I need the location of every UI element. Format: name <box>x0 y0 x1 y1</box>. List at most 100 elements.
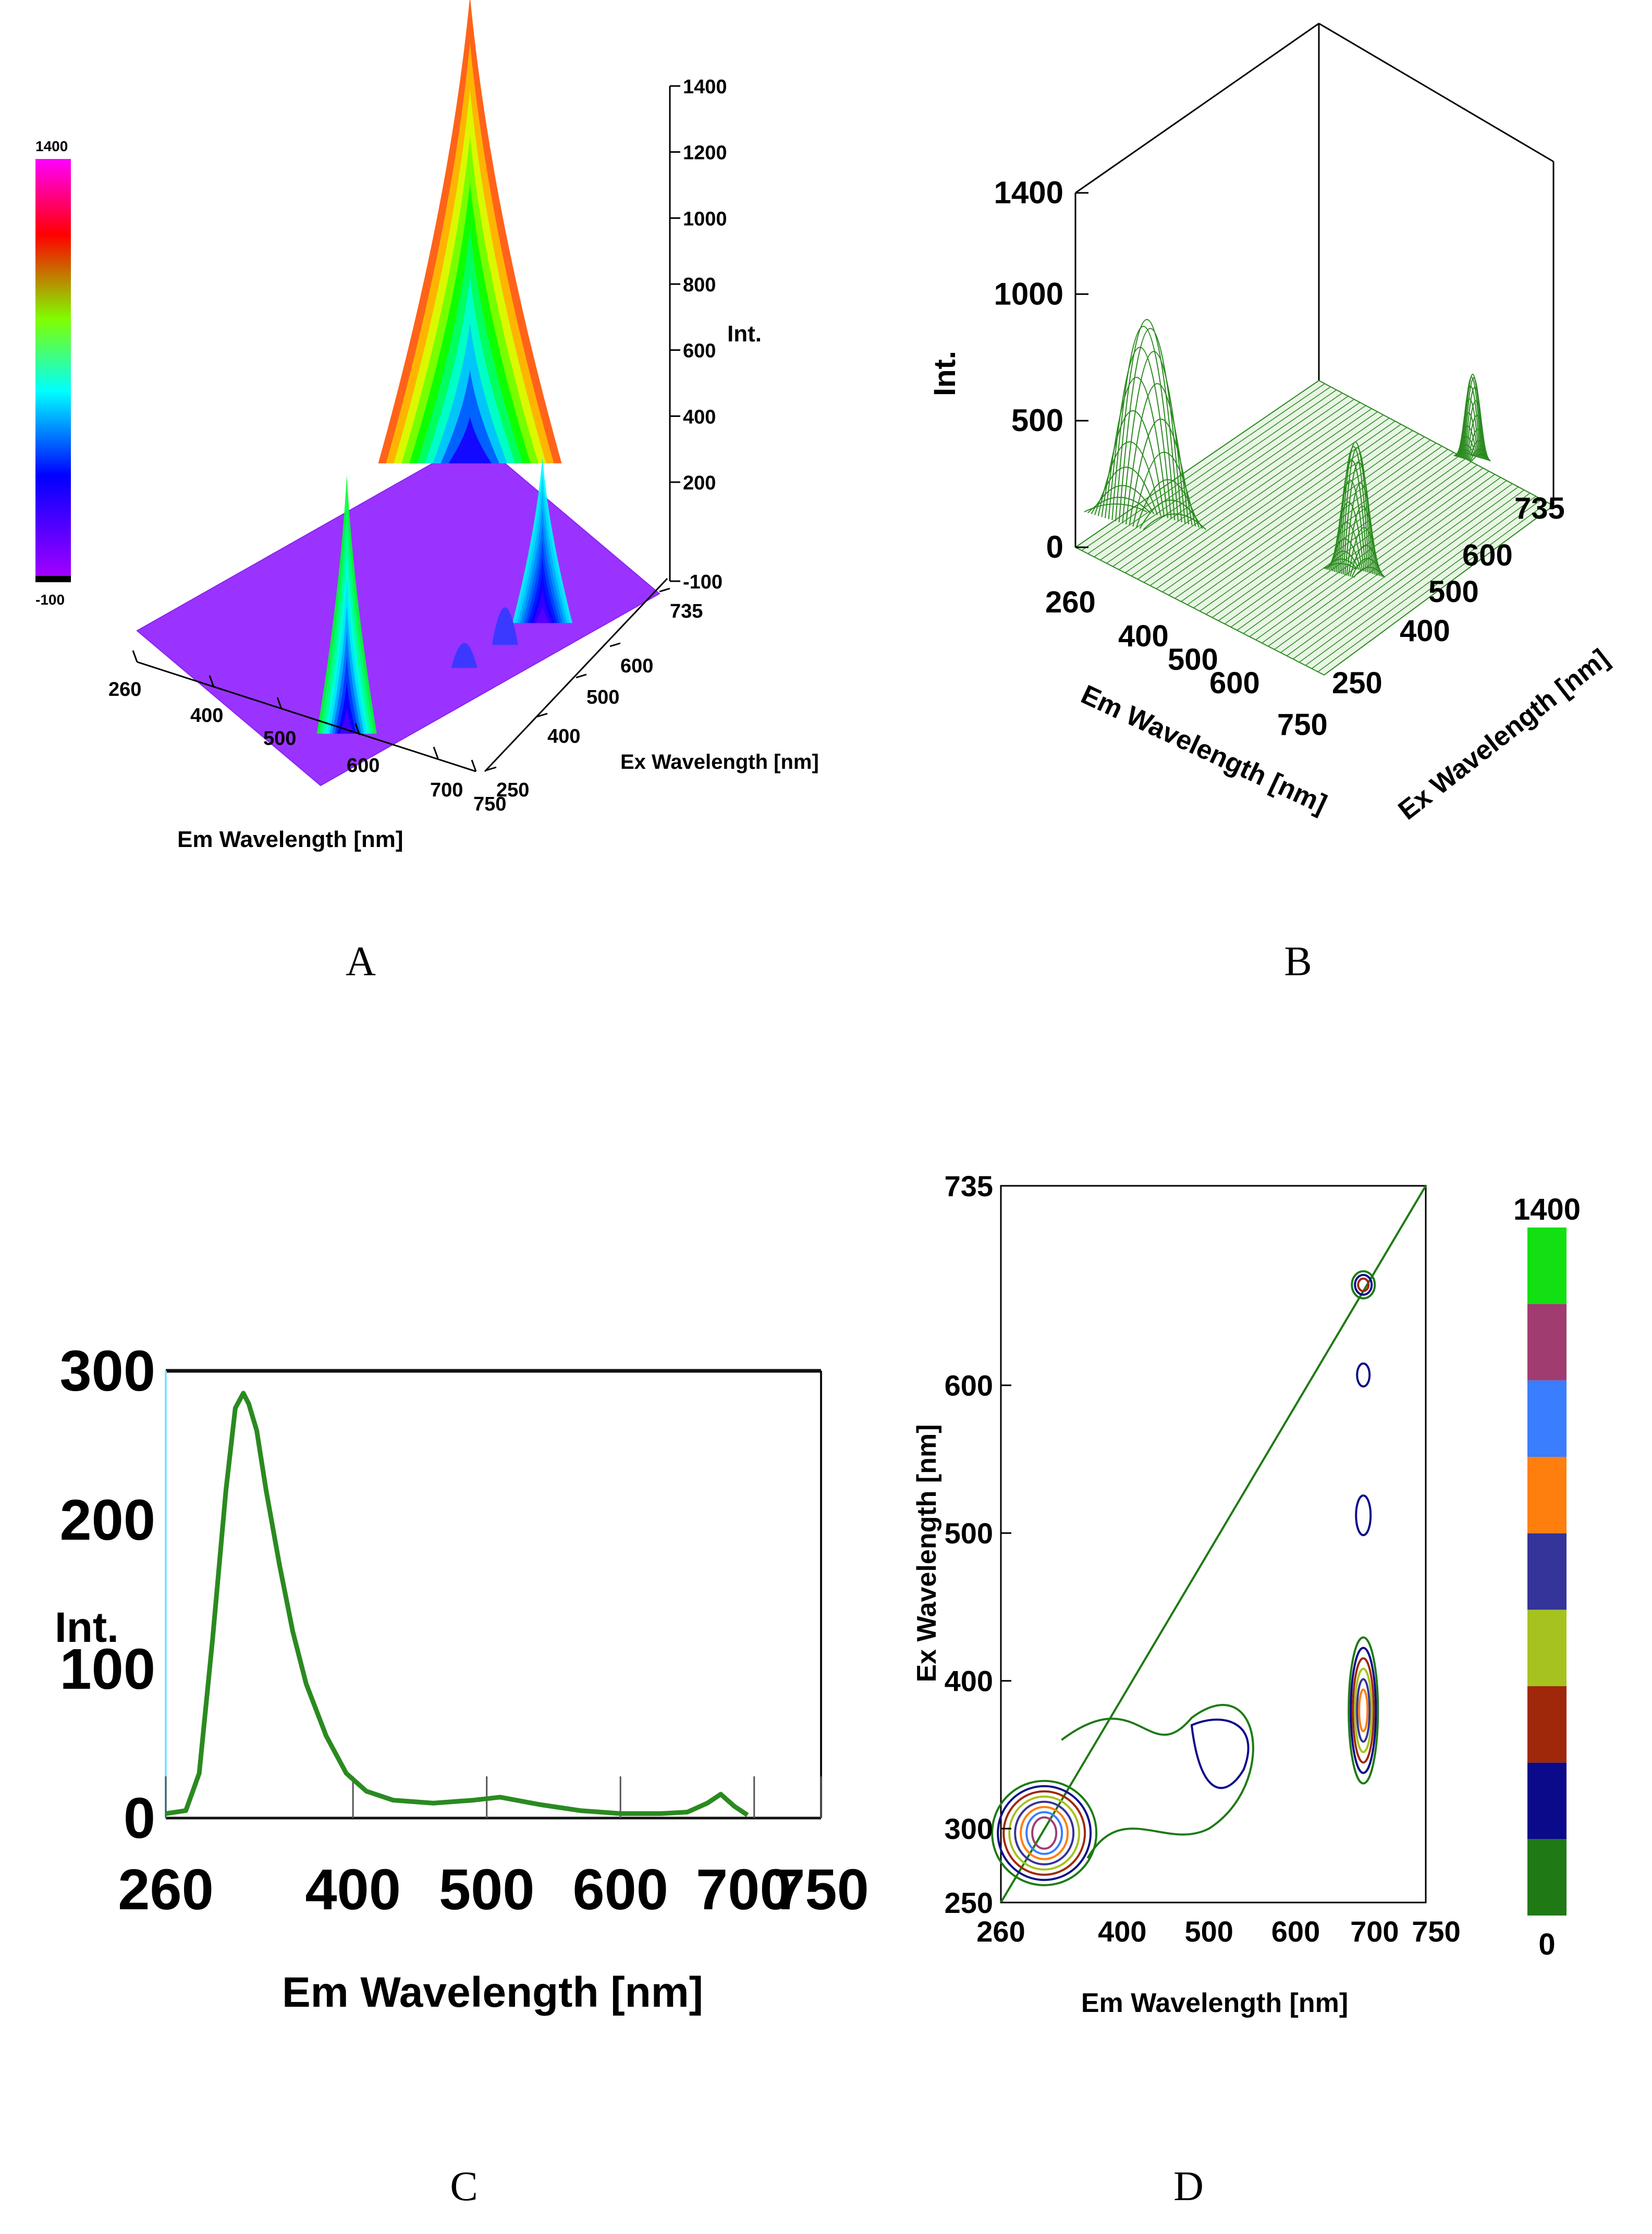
em-tick-label-b-3: 600 <box>1209 666 1260 700</box>
ex-axis-title-a: Ex Wavelength [nm] <box>620 751 819 774</box>
panel-label-a: A <box>346 939 376 985</box>
z-tick-label-a-4: 800 <box>683 274 716 296</box>
ex-tick-a-1 <box>536 713 548 718</box>
box-b-back-top <box>1075 22 1319 194</box>
y-axis-title-c: Int. <box>55 1604 119 1651</box>
contour-right-low-d-5 <box>1358 1688 1369 1733</box>
ex-axis-title-b: Ex Wavelength [nm] <box>1393 643 1615 826</box>
em-tick-label-a-3: 600 <box>347 755 380 777</box>
contour-main-d-1 <box>997 1785 1092 1881</box>
panel-d: 260 400 500 600 700 750 250 300 400 500 600 735 Em W… <box>886 1147 1652 2085</box>
peak-b-main-line-9 <box>1115 319 1179 522</box>
floor-b-grid-6 <box>1112 399 1354 567</box>
colorbar-d-seg-8 <box>1527 1228 1567 1304</box>
em-tick-label-a-2: 500 <box>263 728 296 750</box>
x-tick-label-d-5: 750 <box>1412 1915 1460 1948</box>
panel-label-c: C <box>450 2164 478 2210</box>
ex-tick-a-3 <box>609 642 621 647</box>
contour-main-d-0 <box>991 1779 1098 1886</box>
em-tick-label-b-4: 750 <box>1277 708 1328 742</box>
floor-b-grid-9 <box>1131 408 1372 576</box>
floor-b-grid-19 <box>1193 439 1431 608</box>
x-tick-label-d-4: 700 <box>1350 1915 1399 1948</box>
contour-main-d-6 <box>1025 1811 1063 1855</box>
contour-right-low-d-1 <box>1350 1647 1377 1774</box>
ex-axis-a <box>484 578 668 772</box>
peak-b-mid-line-16 <box>1351 558 1384 578</box>
x-tick-label-c-2: 500 <box>439 1858 535 1922</box>
peak-b-right-line-14 <box>1468 428 1488 461</box>
peak-b-main-line-17 <box>1143 513 1207 530</box>
y-tick-label-d-1: 300 <box>945 1812 993 1845</box>
floor-b-grid-29 <box>1255 471 1489 641</box>
floor-b-grid-35 <box>1292 489 1525 659</box>
peak-b-main-line-15 <box>1136 479 1200 528</box>
colorbar-d-seg-5 <box>1527 1457 1567 1533</box>
peak-b-main-line-11 <box>1122 351 1186 524</box>
ex-tick-label-a-3: 600 <box>620 655 653 677</box>
z-tick-label-a-3: 600 <box>683 340 716 362</box>
peak-b-mid-line-5 <box>1332 501 1365 572</box>
y-axis-title-d: Ex Wavelength [nm] <box>912 1424 942 1682</box>
floor-b-grid-23 <box>1218 452 1454 621</box>
floor-b-grid-10 <box>1137 411 1378 580</box>
surface-small-peak-a-1 <box>451 643 478 668</box>
em-tick-a-3 <box>354 723 361 735</box>
floor-b-grid-32 <box>1274 480 1507 650</box>
contour-main-d-4 <box>1014 1800 1075 1865</box>
peak-b-mid-line-17 <box>1353 567 1386 578</box>
y-tick-label-c-3: 300 <box>59 1339 155 1403</box>
peak-b-mid-line-13 <box>1346 506 1379 576</box>
ex-tick-label-a-4: 735 <box>670 600 703 622</box>
y-tick-label-d-3: 500 <box>945 1517 993 1550</box>
peak-b-main-line-12 <box>1125 383 1189 525</box>
ex-tick-label-b-0: 250 <box>1332 666 1382 700</box>
peak-b-mid-line-9 <box>1339 441 1372 574</box>
z-axis-title-b: Int. <box>928 351 962 396</box>
y-tick-label-c-0: 0 <box>124 1786 155 1850</box>
contour-right-top-d-0 <box>1351 1270 1376 1299</box>
peak-b-right-line-15 <box>1469 440 1489 461</box>
floor-b-grid-12 <box>1149 418 1390 586</box>
peak-b-right-line-6 <box>1460 398 1479 458</box>
panel-label-d: D <box>1173 2164 1204 2210</box>
x-tick-label-d-0: 260 <box>976 1915 1025 1948</box>
rayleigh-line-d <box>1000 1185 1427 1904</box>
y-tick-label-d-5: 735 <box>945 1170 993 1202</box>
contour-mid-d <box>1190 1719 1250 1789</box>
floor-b-grid-21 <box>1205 446 1442 615</box>
z-tick-label-b-3: 1400 <box>994 175 1063 210</box>
contour-main-d-2 <box>1002 1790 1086 1876</box>
contour-right-low-d-0 <box>1348 1636 1379 1785</box>
em-axis-title-a: Em Wavelength [nm] <box>177 827 403 852</box>
contour-main-d-7 <box>1031 1816 1058 1850</box>
peak-b-main-line-10 <box>1118 328 1182 523</box>
y-tick-label-d-2: 400 <box>945 1665 993 1698</box>
ex-tick-label-b-3: 600 <box>1462 538 1513 572</box>
x-tick-label-d-1: 400 <box>1098 1915 1146 1948</box>
peak-b-main-line-8 <box>1111 326 1176 521</box>
contour-right-500-d <box>1355 1494 1372 1537</box>
x-tick-label-c-0: 260 <box>118 1858 214 1922</box>
x-axis-title-d: Em Wavelength [nm] <box>1081 1988 1348 2018</box>
y-tick-label-d-0: 250 <box>945 1886 993 1919</box>
floor-b-grid-3 <box>1094 389 1337 557</box>
em-tick-label-a-5: 750 <box>473 793 506 815</box>
peak-b-mid-line-14 <box>1348 527 1380 576</box>
em-tick-a-4 <box>433 746 439 759</box>
em-tick-label-b-1: 400 <box>1118 619 1169 653</box>
y-tick-label-c-1: 100 <box>59 1637 155 1701</box>
colorbar-a-low-band <box>35 576 71 582</box>
peak-b-main-line-4 <box>1097 441 1161 517</box>
colorbar-a-max-label: 1400 <box>35 138 68 154</box>
colorbar-d-min-label: 0 <box>1538 1928 1555 1961</box>
colorbar-d-seg-7 <box>1527 1304 1567 1381</box>
peak-b-right-line-17 <box>1471 454 1491 462</box>
z-tick-label-a-7: 1400 <box>683 76 727 98</box>
em-tick-label-a-4: 700 <box>430 779 463 801</box>
ex-tick-label-b-2: 500 <box>1428 575 1479 609</box>
contour-right-top-d-2 <box>1357 1277 1370 1292</box>
z-tick-label-a-2: 400 <box>683 406 716 428</box>
